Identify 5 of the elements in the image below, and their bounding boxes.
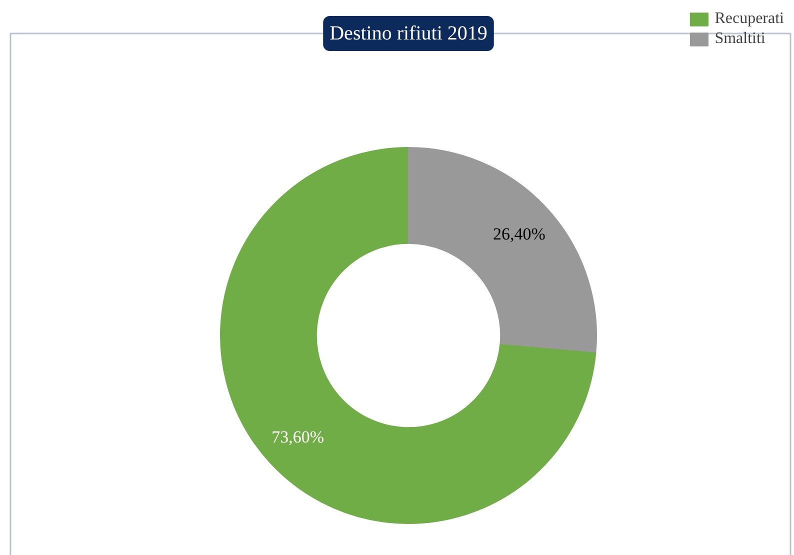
legend-label: Smaltiti bbox=[714, 30, 766, 48]
legend-label: Recuperati bbox=[714, 10, 784, 28]
data-label: 73,60% bbox=[272, 427, 324, 446]
data-label: 26,40% bbox=[492, 224, 546, 244]
text: Destino rifiuti 2019 bbox=[330, 22, 488, 44]
